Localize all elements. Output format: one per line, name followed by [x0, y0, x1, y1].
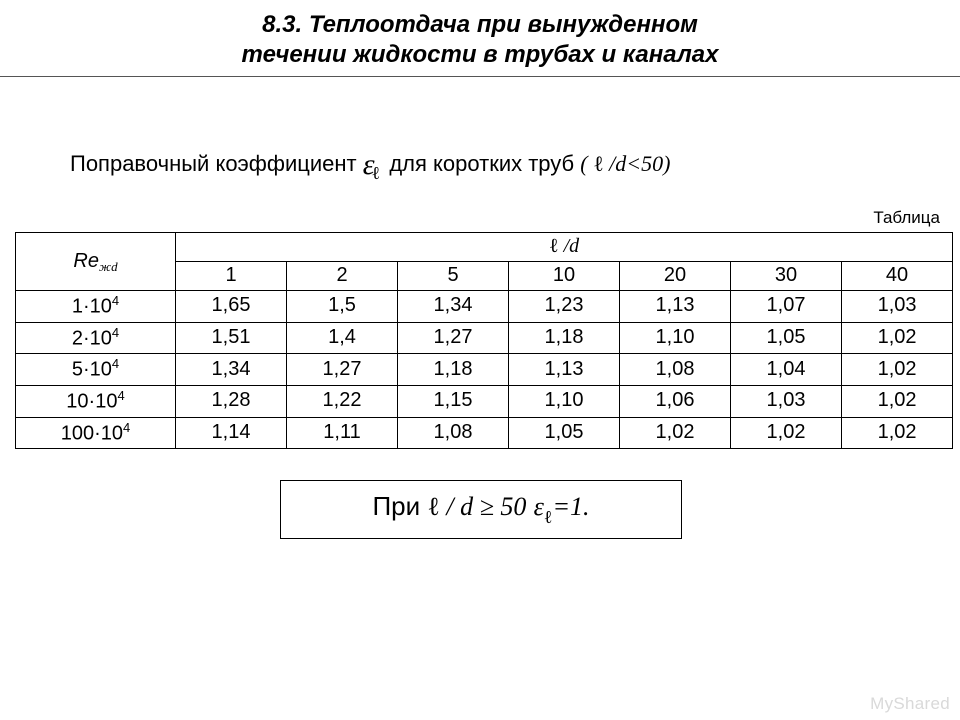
- table-row: 10·104 1,28 1,22 1,15 1,10 1,06 1,03 1,0…: [16, 385, 953, 417]
- cell: 1,08: [620, 354, 731, 386]
- cell: 1,65: [176, 291, 287, 323]
- caption-tail: ( ℓ /d<50): [580, 151, 670, 176]
- watermark: MyShared: [870, 694, 950, 714]
- cell: 1,23: [509, 291, 620, 323]
- cell: 1,02: [842, 322, 953, 354]
- cell: 1,5: [287, 291, 398, 323]
- col-header: 1: [176, 262, 287, 291]
- cell: 1,15: [398, 385, 509, 417]
- table-row: 100·104 1,14 1,11 1,08 1,05 1,02 1,02 1,…: [16, 417, 953, 449]
- table-row: 1·104 1,65 1,5 1,34 1,23 1,13 1,07 1,03: [16, 291, 953, 323]
- cell: 1,03: [731, 385, 842, 417]
- col-header: 10: [509, 262, 620, 291]
- cell: 1,13: [509, 354, 620, 386]
- caption-prefix: Поправочный коэффициент: [70, 151, 363, 176]
- cell: 1,27: [287, 354, 398, 386]
- col-header: 40: [842, 262, 953, 291]
- table-header-row-1: Reжd ℓ /d: [16, 233, 953, 262]
- col-group-label: ℓ /d: [176, 233, 953, 262]
- caption-mid: для коротких труб: [389, 151, 580, 176]
- cell: 1,02: [842, 354, 953, 386]
- condition-prefix: При: [372, 491, 427, 521]
- cell: 1,34: [398, 291, 509, 323]
- cell: 1,34: [176, 354, 287, 386]
- cell: 1,03: [842, 291, 953, 323]
- title-underline: [0, 76, 960, 77]
- table-label: Таблица: [873, 208, 940, 228]
- cell: 1,05: [509, 417, 620, 449]
- row-header-label: Reжd: [16, 233, 176, 291]
- cell: 1,27: [398, 322, 509, 354]
- cell: 1,02: [731, 417, 842, 449]
- condition-expr: ℓ / d ≥ 50: [427, 492, 526, 521]
- table-row: 5·104 1,34 1,27 1,18 1,13 1,08 1,04 1,02: [16, 354, 953, 386]
- cell: 1,07: [731, 291, 842, 323]
- row-label: 2·104: [16, 322, 176, 354]
- row-label: 5·104: [16, 354, 176, 386]
- col-header: 2: [287, 262, 398, 291]
- col-header: 30: [731, 262, 842, 291]
- cell: 1,28: [176, 385, 287, 417]
- title-line-2: течении жидкости в трубах и каналах: [242, 41, 719, 68]
- cell: 1,11: [287, 417, 398, 449]
- cell: 1,06: [620, 385, 731, 417]
- cell: 1,18: [509, 322, 620, 354]
- cell: 1,51: [176, 322, 287, 354]
- condition-eps: ε: [534, 492, 544, 521]
- col-header: 5: [398, 262, 509, 291]
- condition-tail: =1.: [552, 492, 589, 521]
- cell: 1,02: [620, 417, 731, 449]
- row-label: 100·104: [16, 417, 176, 449]
- slide-title: 8.3. Теплоотдача при вынужденном течении…: [0, 0, 960, 70]
- caption: Поправочный коэффициент εℓ для коротких …: [70, 145, 920, 179]
- cell: 1,05: [731, 322, 842, 354]
- table-row: 2·104 1,51 1,4 1,27 1,18 1,10 1,05 1,02: [16, 322, 953, 354]
- condition-eps-sub: ℓ: [544, 507, 553, 527]
- condition-gap: [526, 491, 533, 521]
- cell: 1,10: [620, 322, 731, 354]
- cell: 1,08: [398, 417, 509, 449]
- cell: 1,18: [398, 354, 509, 386]
- cell: 1,14: [176, 417, 287, 449]
- row-label: 1·104: [16, 291, 176, 323]
- row-label: 10·104: [16, 385, 176, 417]
- cell: 1,10: [509, 385, 620, 417]
- title-line-1: 8.3. Теплоотдача при вынужденном: [262, 11, 698, 38]
- cell: 1,02: [842, 417, 953, 449]
- slide-page: 8.3. Теплоотдача при вынужденном течении…: [0, 0, 960, 720]
- cell: 1,13: [620, 291, 731, 323]
- cell: 1,04: [731, 354, 842, 386]
- cell: 1,22: [287, 385, 398, 417]
- condition-box: При ℓ / d ≥ 50 εℓ=1.: [280, 480, 682, 539]
- cell: 1,02: [842, 385, 953, 417]
- col-header: 20: [620, 262, 731, 291]
- correction-coefficient-table: Reжd ℓ /d 1 2 5 10 20 30 40 1·104 1,65 1…: [15, 232, 953, 449]
- cell: 1,4: [287, 322, 398, 354]
- epsilon-subscript: ℓ: [372, 163, 381, 183]
